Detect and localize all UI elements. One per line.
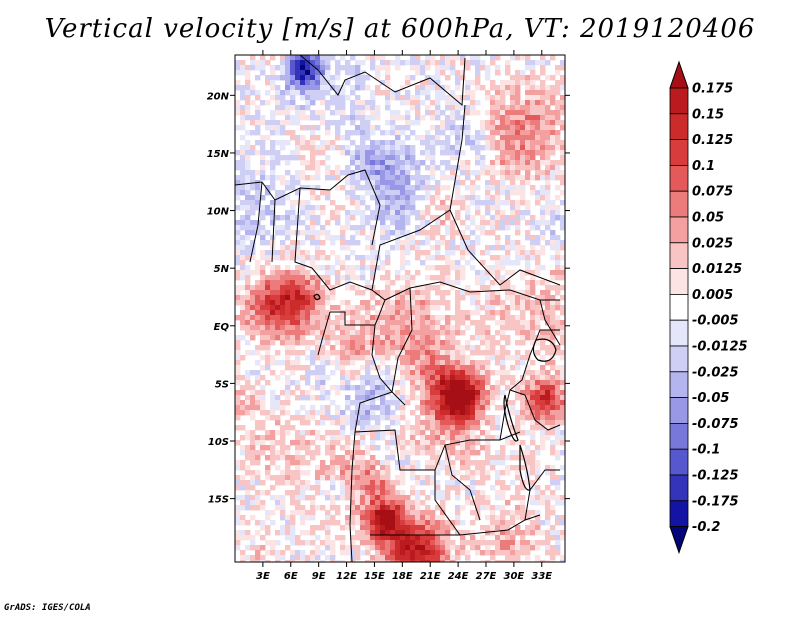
colorbar-swatch xyxy=(669,448,689,476)
x-tick-label: 30E xyxy=(503,571,524,582)
y-tick-label: 10S xyxy=(208,437,229,448)
y-tick-label: 5N xyxy=(214,264,230,275)
colorbar-swatch xyxy=(669,139,689,166)
y-tick-label: 15S xyxy=(208,495,229,506)
colorbar-extend-top xyxy=(669,60,689,89)
colorbar-label: -0.05 xyxy=(692,391,729,406)
country-borders xyxy=(235,55,561,562)
x-tick-label: 27E xyxy=(476,571,497,582)
colorbar-label: 0.125 xyxy=(692,133,733,148)
colorbar-label: -0.025 xyxy=(692,365,739,380)
colorbar: 0.175 0.15 0.125 0.1 0.075 0.05 0.025 0.0125 0.0… xyxy=(669,60,748,555)
y-axis: 20N 15N 10N 5N EQ 5S 10S 15S xyxy=(207,91,570,506)
colorbar-swatch xyxy=(669,216,689,244)
y-tick-label: 5S xyxy=(215,379,229,390)
colorbar-label: 0.005 xyxy=(692,288,733,303)
chart-title: Vertical velocity [m/s] at 600hPa, VT: 2… xyxy=(44,14,756,44)
colorbar-label: -0.125 xyxy=(692,469,739,484)
y-tick-label: EQ xyxy=(214,322,230,333)
colorbar-swatch xyxy=(669,397,689,424)
x-tick-label: 18E xyxy=(392,571,413,582)
lake-outlines xyxy=(313,293,557,491)
colorbar-swatch xyxy=(669,345,689,373)
colorbar-swatch xyxy=(669,113,689,141)
vertical-velocity-field xyxy=(235,55,565,562)
colorbar-swatch xyxy=(669,164,689,192)
colorbar-label: 0.075 xyxy=(692,185,733,200)
colorbar-label: -0.2 xyxy=(692,520,720,535)
colorbar-label: 0.0125 xyxy=(692,262,742,277)
y-tick-label: 15N xyxy=(207,149,230,160)
colorbar-label: 0.1 xyxy=(692,159,715,174)
colorbar-swatch xyxy=(669,87,689,115)
plot-frame xyxy=(234,54,566,563)
colorbar-swatch xyxy=(669,190,689,218)
x-tick-label: 24E xyxy=(448,571,469,582)
colorbar-label: -0.075 xyxy=(692,417,739,432)
colorbar-label: -0.1 xyxy=(692,443,720,458)
colorbar-swatch xyxy=(669,268,689,295)
x-tick-label: 6E xyxy=(284,571,298,582)
colorbar-label: -0.0125 xyxy=(692,340,748,355)
colorbar-swatch xyxy=(669,422,689,450)
y-tick-label: 10N xyxy=(207,207,230,218)
x-axis: 3E 6E 9E 12E 15E 18E 21E 24E 27E 30E 33E xyxy=(256,50,552,582)
colorbar-swatch xyxy=(669,500,689,527)
x-tick-label: 21E xyxy=(420,571,441,582)
colorbar-label: -0.005 xyxy=(692,314,739,329)
x-tick-label: 9E xyxy=(312,571,326,582)
grads-credit: GrADS: IGES/COLA xyxy=(4,603,91,613)
colorbar-swatch xyxy=(669,319,689,347)
x-tick-label: 15E xyxy=(364,571,385,582)
colorbar-label: -0.175 xyxy=(692,494,739,509)
x-tick-label: 3E xyxy=(256,571,270,582)
colorbar-label: 0.05 xyxy=(692,211,724,226)
x-tick-label: 33E xyxy=(531,571,552,582)
y-tick-label: 20N xyxy=(207,91,230,102)
colorbar-swatch xyxy=(669,371,689,398)
x-tick-label: 12E xyxy=(336,571,357,582)
colorbar-extend-bottom xyxy=(669,526,689,555)
colorbar-label: 0.025 xyxy=(692,236,733,251)
colorbar-label: 0.175 xyxy=(692,82,733,97)
colorbar-swatch xyxy=(669,242,689,270)
colorbar-label: 0.15 xyxy=(692,107,724,122)
colorbar-swatch xyxy=(669,474,689,502)
colorbar-swatch xyxy=(669,293,689,321)
